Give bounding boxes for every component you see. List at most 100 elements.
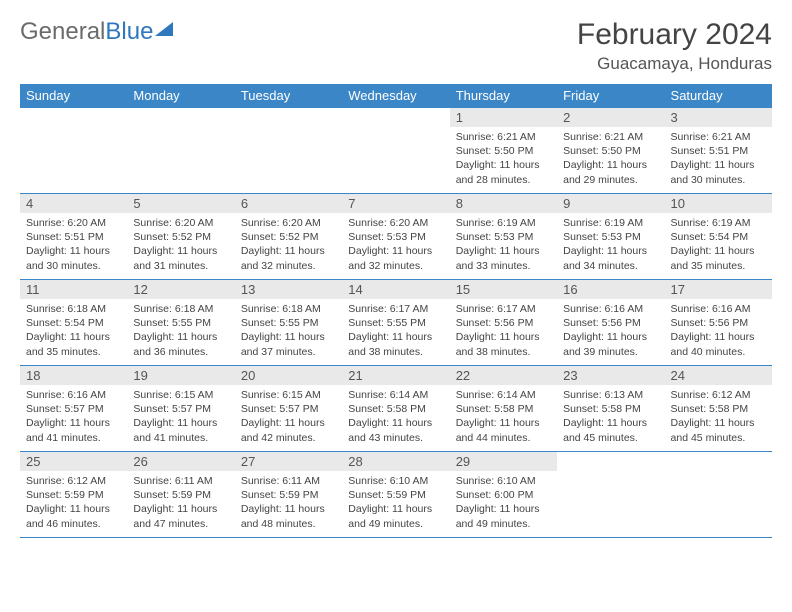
calendar-cell: [127, 108, 234, 194]
calendar-cell: 26Sunrise: 6:11 AMSunset: 5:59 PMDayligh…: [127, 452, 234, 538]
weekday-header: Friday: [557, 84, 664, 108]
day-number: 21: [342, 366, 449, 385]
calendar-cell: 4Sunrise: 6:20 AMSunset: 5:51 PMDaylight…: [20, 194, 127, 280]
day-number: 17: [665, 280, 772, 299]
calendar-cell: 14Sunrise: 6:17 AMSunset: 5:55 PMDayligh…: [342, 280, 449, 366]
day-data: Sunrise: 6:21 AMSunset: 5:51 PMDaylight:…: [665, 127, 772, 191]
day-data: Sunrise: 6:21 AMSunset: 5:50 PMDaylight:…: [450, 127, 557, 191]
day-data: Sunrise: 6:17 AMSunset: 5:55 PMDaylight:…: [342, 299, 449, 363]
day-number: 6: [235, 194, 342, 213]
calendar-body: 1Sunrise: 6:21 AMSunset: 5:50 PMDaylight…: [20, 108, 772, 538]
calendar-cell: 9Sunrise: 6:19 AMSunset: 5:53 PMDaylight…: [557, 194, 664, 280]
day-number: 3: [665, 108, 772, 127]
calendar-row: 11Sunrise: 6:18 AMSunset: 5:54 PMDayligh…: [20, 280, 772, 366]
calendar-cell: 1Sunrise: 6:21 AMSunset: 5:50 PMDaylight…: [450, 108, 557, 194]
day-number: 26: [127, 452, 234, 471]
day-number: 22: [450, 366, 557, 385]
header: GeneralBlue February 2024 Guacamaya, Hon…: [20, 18, 772, 74]
weekday-header: Tuesday: [235, 84, 342, 108]
logo-text-gray: General: [20, 18, 105, 46]
day-number: 2: [557, 108, 664, 127]
day-number: 29: [450, 452, 557, 471]
day-number: 14: [342, 280, 449, 299]
day-number: 4: [20, 194, 127, 213]
calendar-table: SundayMondayTuesdayWednesdayThursdayFrid…: [20, 84, 772, 538]
calendar-cell: 19Sunrise: 6:15 AMSunset: 5:57 PMDayligh…: [127, 366, 234, 452]
day-data: Sunrise: 6:17 AMSunset: 5:56 PMDaylight:…: [450, 299, 557, 363]
day-data: Sunrise: 6:14 AMSunset: 5:58 PMDaylight:…: [450, 385, 557, 449]
calendar-cell: 11Sunrise: 6:18 AMSunset: 5:54 PMDayligh…: [20, 280, 127, 366]
calendar-cell: 13Sunrise: 6:18 AMSunset: 5:55 PMDayligh…: [235, 280, 342, 366]
calendar-cell: 5Sunrise: 6:20 AMSunset: 5:52 PMDaylight…: [127, 194, 234, 280]
day-data: Sunrise: 6:10 AMSunset: 6:00 PMDaylight:…: [450, 471, 557, 535]
day-number: 16: [557, 280, 664, 299]
calendar-cell: 21Sunrise: 6:14 AMSunset: 5:58 PMDayligh…: [342, 366, 449, 452]
calendar-cell: [342, 108, 449, 194]
day-number: 15: [450, 280, 557, 299]
calendar-cell: 12Sunrise: 6:18 AMSunset: 5:55 PMDayligh…: [127, 280, 234, 366]
calendar-cell: 8Sunrise: 6:19 AMSunset: 5:53 PMDaylight…: [450, 194, 557, 280]
title-block: February 2024 Guacamaya, Honduras: [577, 18, 772, 74]
calendar-cell: 3Sunrise: 6:21 AMSunset: 5:51 PMDaylight…: [665, 108, 772, 194]
calendar-header-row: SundayMondayTuesdayWednesdayThursdayFrid…: [20, 84, 772, 108]
day-number: 10: [665, 194, 772, 213]
day-data: Sunrise: 6:15 AMSunset: 5:57 PMDaylight:…: [235, 385, 342, 449]
day-data: Sunrise: 6:10 AMSunset: 5:59 PMDaylight:…: [342, 471, 449, 535]
calendar-cell: 10Sunrise: 6:19 AMSunset: 5:54 PMDayligh…: [665, 194, 772, 280]
calendar-cell: 29Sunrise: 6:10 AMSunset: 6:00 PMDayligh…: [450, 452, 557, 538]
calendar-cell: 24Sunrise: 6:12 AMSunset: 5:58 PMDayligh…: [665, 366, 772, 452]
calendar-cell: [557, 452, 664, 538]
location: Guacamaya, Honduras: [577, 54, 772, 74]
day-data: Sunrise: 6:16 AMSunset: 5:56 PMDaylight:…: [557, 299, 664, 363]
day-number: 7: [342, 194, 449, 213]
calendar-cell: 15Sunrise: 6:17 AMSunset: 5:56 PMDayligh…: [450, 280, 557, 366]
weekday-header: Wednesday: [342, 84, 449, 108]
day-data: Sunrise: 6:19 AMSunset: 5:53 PMDaylight:…: [450, 213, 557, 277]
calendar-cell: 6Sunrise: 6:20 AMSunset: 5:52 PMDaylight…: [235, 194, 342, 280]
calendar-cell: 17Sunrise: 6:16 AMSunset: 5:56 PMDayligh…: [665, 280, 772, 366]
day-data: Sunrise: 6:20 AMSunset: 5:51 PMDaylight:…: [20, 213, 127, 277]
calendar-cell: [235, 108, 342, 194]
day-number: 18: [20, 366, 127, 385]
calendar-cell: 20Sunrise: 6:15 AMSunset: 5:57 PMDayligh…: [235, 366, 342, 452]
day-data: Sunrise: 6:20 AMSunset: 5:52 PMDaylight:…: [127, 213, 234, 277]
calendar-row: 4Sunrise: 6:20 AMSunset: 5:51 PMDaylight…: [20, 194, 772, 280]
day-data: Sunrise: 6:16 AMSunset: 5:57 PMDaylight:…: [20, 385, 127, 449]
calendar-cell: 18Sunrise: 6:16 AMSunset: 5:57 PMDayligh…: [20, 366, 127, 452]
day-number: 12: [127, 280, 234, 299]
day-data: Sunrise: 6:18 AMSunset: 5:55 PMDaylight:…: [127, 299, 234, 363]
day-number: 5: [127, 194, 234, 213]
day-data: Sunrise: 6:11 AMSunset: 5:59 PMDaylight:…: [235, 471, 342, 535]
calendar-cell: 2Sunrise: 6:21 AMSunset: 5:50 PMDaylight…: [557, 108, 664, 194]
logo-text-blue: Blue: [105, 18, 153, 46]
calendar-cell: 25Sunrise: 6:12 AMSunset: 5:59 PMDayligh…: [20, 452, 127, 538]
day-number: 13: [235, 280, 342, 299]
day-data: Sunrise: 6:19 AMSunset: 5:53 PMDaylight:…: [557, 213, 664, 277]
day-data: Sunrise: 6:12 AMSunset: 5:58 PMDaylight:…: [665, 385, 772, 449]
day-number: 24: [665, 366, 772, 385]
day-number: 19: [127, 366, 234, 385]
day-data: Sunrise: 6:11 AMSunset: 5:59 PMDaylight:…: [127, 471, 234, 535]
calendar-cell: [665, 452, 772, 538]
day-data: Sunrise: 6:15 AMSunset: 5:57 PMDaylight:…: [127, 385, 234, 449]
day-number: 23: [557, 366, 664, 385]
calendar-row: 18Sunrise: 6:16 AMSunset: 5:57 PMDayligh…: [20, 366, 772, 452]
calendar-cell: 16Sunrise: 6:16 AMSunset: 5:56 PMDayligh…: [557, 280, 664, 366]
day-number: 28: [342, 452, 449, 471]
day-data: Sunrise: 6:20 AMSunset: 5:53 PMDaylight:…: [342, 213, 449, 277]
day-number: 25: [20, 452, 127, 471]
day-number: 1: [450, 108, 557, 127]
day-number: 8: [450, 194, 557, 213]
day-data: Sunrise: 6:18 AMSunset: 5:54 PMDaylight:…: [20, 299, 127, 363]
triangle-icon: [155, 22, 173, 36]
day-data: Sunrise: 6:16 AMSunset: 5:56 PMDaylight:…: [665, 299, 772, 363]
calendar-row: 1Sunrise: 6:21 AMSunset: 5:50 PMDaylight…: [20, 108, 772, 194]
day-number: 11: [20, 280, 127, 299]
day-data: Sunrise: 6:13 AMSunset: 5:58 PMDaylight:…: [557, 385, 664, 449]
weekday-header: Monday: [127, 84, 234, 108]
day-number: 27: [235, 452, 342, 471]
weekday-header: Sunday: [20, 84, 127, 108]
day-data: Sunrise: 6:14 AMSunset: 5:58 PMDaylight:…: [342, 385, 449, 449]
logo: GeneralBlue: [20, 18, 173, 46]
calendar-cell: 28Sunrise: 6:10 AMSunset: 5:59 PMDayligh…: [342, 452, 449, 538]
